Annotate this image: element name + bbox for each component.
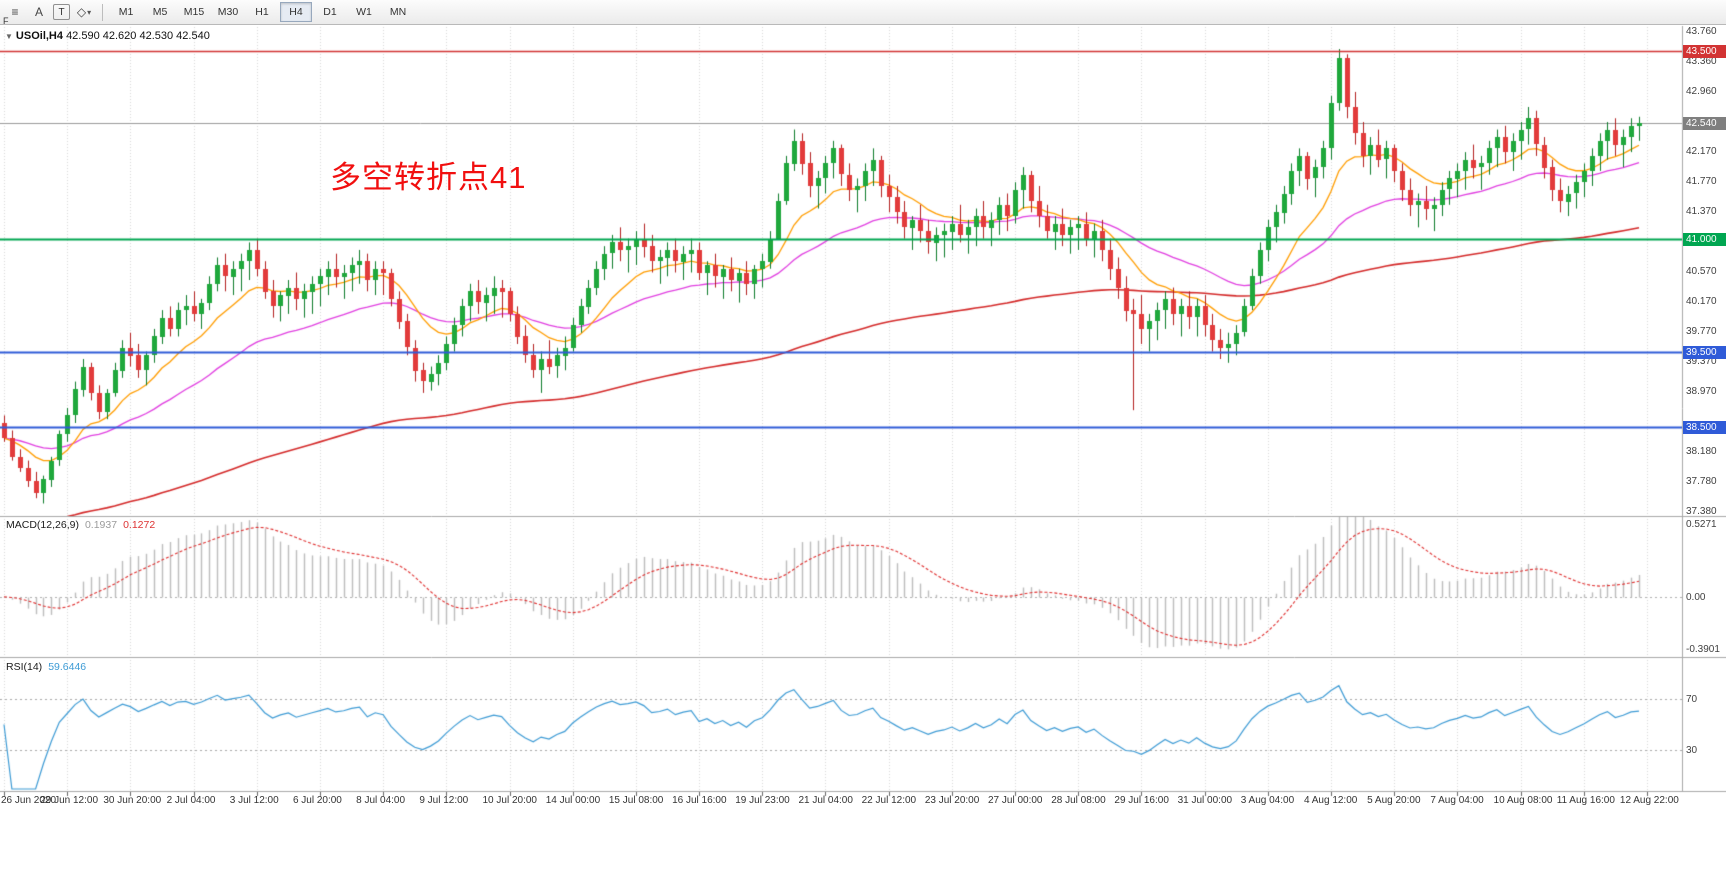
time-axis-label: 10 Jul 20:00 <box>482 795 538 806</box>
time-axis-label: 12 Aug 22:00 <box>1619 795 1679 806</box>
time-axis-label: 21 Jul 04:00 <box>798 795 853 806</box>
time-axis-label: 3 Jul 12:00 <box>229 795 279 806</box>
price-tag: 38.500 <box>1683 421 1726 434</box>
price-tick-label: 41.770 <box>1686 175 1717 187</box>
timeframe-mn-button[interactable]: MN <box>389 6 407 18</box>
time-axis-label: 29 Jun 12:00 <box>40 795 99 806</box>
macd-label: MACD(12,26,9) 0.1937 0.1272 <box>6 519 155 531</box>
time-axis-label: 28 Jul 08:00 <box>1051 795 1106 806</box>
price-tick-label: 37.780 <box>1686 475 1717 487</box>
rsi-level-label: 70 <box>1686 693 1698 705</box>
time-axis-label: 23 Jul 20:00 <box>924 795 980 806</box>
time-axis-label: 31 Jul 00:00 <box>1177 795 1233 806</box>
price-tick-label: 40.570 <box>1686 266 1717 277</box>
time-axis-label: 2 Jul 04:00 <box>166 795 216 806</box>
toolbar-f-label: F <box>3 16 9 26</box>
lines-tool-icon[interactable]: ≡ <box>11 5 19 19</box>
price-tag: 39.500 <box>1683 346 1726 359</box>
time-axis-label: 4 Aug 12:00 <box>1303 795 1358 806</box>
chart-title: ▼ USOil,H4 42.590 42.620 42.530 42.540 <box>5 30 210 42</box>
price-tick-label: 38.970 <box>1686 386 1717 398</box>
shapes-icon: ◇ <box>76 5 87 19</box>
chart-dropdown-icon[interactable]: ▼ <box>5 32 13 41</box>
price-tick-label: 40.170 <box>1686 296 1717 308</box>
price-scale[interactable] <box>1682 26 1726 791</box>
timeframe-w1-button[interactable]: W1 <box>356 6 372 18</box>
chart-text-annotation: 多空转折点41 <box>330 160 527 195</box>
macd-axis-max-label: 0.5271 <box>1686 519 1717 530</box>
time-axis-label: 19 Jul 23:00 <box>735 795 790 806</box>
price-tag: 41.000 <box>1683 233 1726 246</box>
price-tick-label: 43.360 <box>1686 56 1717 68</box>
chevron-down-icon: ▾ <box>87 7 92 17</box>
price-tag: 43.500 <box>1683 45 1726 58</box>
time-axis-label: 22 Jul 12:00 <box>861 795 917 806</box>
symbol-label: USOil,H4 <box>15 30 63 42</box>
shapes-tool-button[interactable]: ◇ ▾ <box>74 2 94 23</box>
macd-axis-zero-label: 0.00 <box>1686 591 1706 603</box>
ohlc-values: 42.590 42.620 42.530 42.540 <box>66 30 210 42</box>
toolbar: ≡ A T ◇ ▾ M1 M5 M15 M30 H1 H4 D1 W1 MN <box>0 0 1726 25</box>
timeframe-d1-button[interactable]: D1 <box>323 6 337 18</box>
timeframe-m15-button[interactable]: M15 <box>183 6 205 18</box>
time-axis-label: 6 Jul 20:00 <box>292 795 342 806</box>
timeframe-m30-button[interactable]: M30 <box>217 6 239 18</box>
time-axis-label: 14 Jul 00:00 <box>545 795 601 806</box>
time-axis-label: 9 Jul 12:00 <box>419 795 469 806</box>
time-axis-label: 8 Jul 04:00 <box>356 795 406 806</box>
time-axis-label: 7 Aug 04:00 <box>1430 795 1484 806</box>
price-tag: 42.540 <box>1683 117 1726 130</box>
time-axis-label: 3 Aug 04:00 <box>1240 795 1295 806</box>
macd-axis-min-label: -0.3901 <box>1686 644 1720 655</box>
timeframe-group: M1 M5 M15 M30 H1 H4 D1 W1 MN <box>109 2 415 22</box>
toolbar-separator <box>102 3 103 21</box>
price-tick-label: 42.960 <box>1686 86 1717 98</box>
timeframe-m1-button[interactable]: M1 <box>118 6 134 18</box>
time-axis-label: 27 Jul 00:00 <box>988 795 1043 806</box>
timeframe-m5-button[interactable]: M5 <box>152 6 168 18</box>
price-tick-label: 39.770 <box>1686 326 1717 338</box>
price-tick-label: 37.380 <box>1686 506 1717 517</box>
text-tool-button[interactable]: T <box>53 4 70 20</box>
macd-signal-value: 0.1272 <box>123 519 156 531</box>
macd-main-value: 0.1937 <box>84 519 118 531</box>
time-axis-label: 11 Aug 16:00 <box>1556 795 1615 806</box>
price-tick-label: 43.760 <box>1686 26 1717 37</box>
price-tick-label: 42.170 <box>1686 145 1717 157</box>
time-axis-label: 15 Jul 08:00 <box>608 795 664 806</box>
time-axis-label: 16 Jul 16:00 <box>672 795 727 806</box>
rsi-value: 59.6446 <box>48 661 87 673</box>
time-axis-label: 5 Aug 20:00 <box>1367 795 1421 806</box>
cursor-tool-button[interactable]: A <box>34 5 43 19</box>
timeframe-h1-button[interactable]: H1 <box>255 6 269 18</box>
time-axis-label: 29 Jul 16:00 <box>1114 795 1169 806</box>
rsi-level-label: 30 <box>1686 745 1698 757</box>
price-tick-label: 38.180 <box>1686 445 1717 457</box>
time-axis-label: 30 Jun 20:00 <box>103 795 162 806</box>
rsi-name: RSI(14) <box>6 661 43 673</box>
time-axis-label: 10 Aug 08:00 <box>1493 795 1553 806</box>
macd-name: MACD(12,26,9) <box>6 519 79 531</box>
rsi-label: RSI(14) 59.6446 <box>6 661 86 673</box>
time-axis-label: 26 Jun 2020 <box>1 795 57 806</box>
price-tick-label: 39.370 <box>1686 356 1717 368</box>
timeframe-h4-button[interactable]: H4 <box>280 2 312 22</box>
price-tick-label: 41.370 <box>1686 205 1717 217</box>
